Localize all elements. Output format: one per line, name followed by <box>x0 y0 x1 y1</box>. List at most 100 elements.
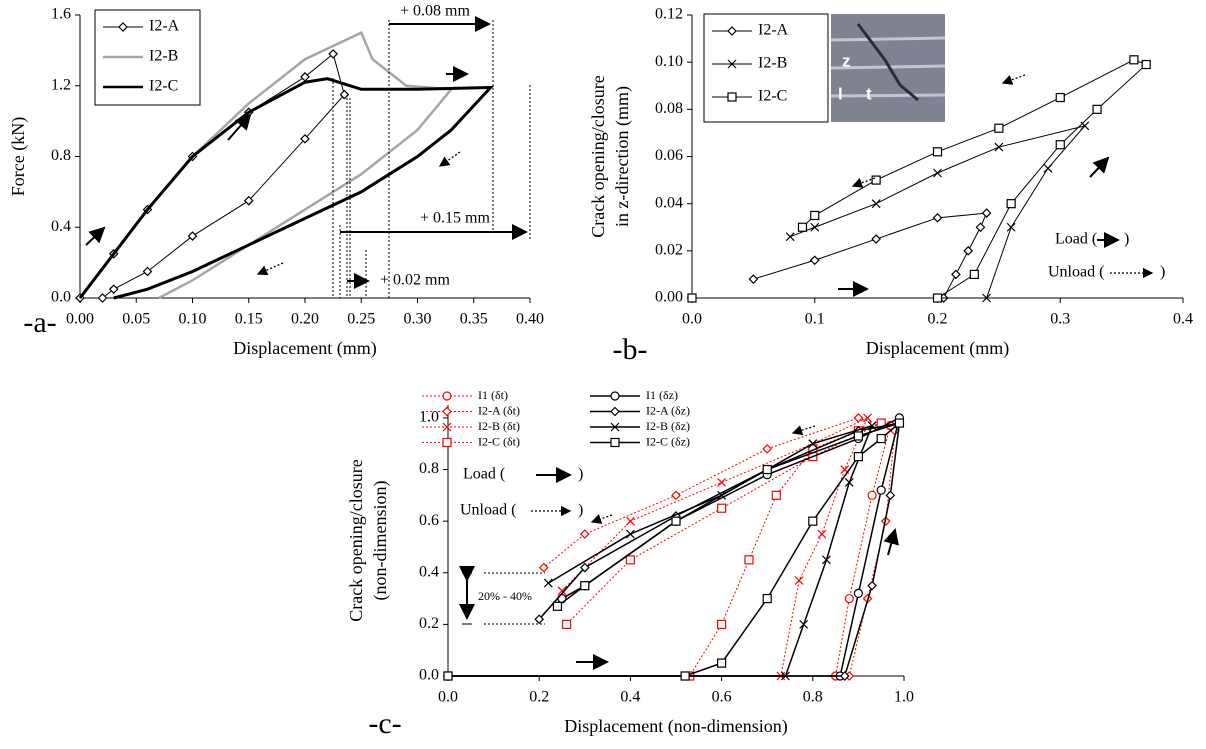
marker <box>1043 163 1053 173</box>
marker <box>442 406 452 417</box>
y-tick-label: 0.12 <box>655 6 683 23</box>
x-axis-label: Displacement (mm) <box>866 338 1009 359</box>
marker <box>981 208 992 218</box>
arrow <box>1089 156 1110 178</box>
marker <box>781 671 790 681</box>
marker <box>963 245 974 256</box>
marker <box>625 516 635 526</box>
marker <box>839 671 850 681</box>
x-tick-label: 0.3 <box>1050 311 1070 328</box>
marker <box>716 658 727 668</box>
arrow <box>438 151 461 167</box>
panel-label: -a- <box>23 306 56 339</box>
series-line <box>448 422 901 677</box>
marker <box>557 586 567 596</box>
x-tick-label: 0.30 <box>404 311 432 328</box>
marker <box>339 89 350 100</box>
marker <box>844 593 854 604</box>
marker <box>187 231 198 241</box>
arrow <box>883 528 899 556</box>
marker <box>951 269 961 280</box>
series-line <box>448 425 891 677</box>
marker <box>716 503 727 513</box>
y-tick-label: 0.02 <box>655 242 683 259</box>
x-tick-label: 0.6 <box>712 689 732 706</box>
marker <box>671 490 681 501</box>
arrow <box>227 113 252 141</box>
y-tick-label: 0.04 <box>655 194 683 211</box>
marker <box>727 92 737 102</box>
marker <box>538 562 549 573</box>
marker <box>1080 121 1090 131</box>
legend-label: I2-B (δz) <box>646 419 690 433</box>
marker <box>552 601 563 611</box>
marker <box>142 266 153 277</box>
marker <box>687 293 697 303</box>
annotation: + 0.02 mm <box>380 272 450 289</box>
marker <box>108 284 119 295</box>
y-tick-label: 0.4 <box>419 563 439 580</box>
annotation: Unload ( <box>460 502 516 519</box>
arrow <box>85 226 106 246</box>
arrow <box>256 262 284 276</box>
x-tick-label: 0.0 <box>682 311 702 328</box>
marker <box>762 593 772 604</box>
y-tick-label: 1.6 <box>51 6 71 23</box>
marker <box>744 555 754 565</box>
marker <box>876 485 886 495</box>
y-axis-label: Force (kN) <box>8 117 29 196</box>
y-tick-label: 0.10 <box>655 53 683 70</box>
marker <box>853 431 864 441</box>
marker <box>844 478 854 487</box>
marker <box>867 421 877 431</box>
marker <box>671 516 681 526</box>
annotation: + 0.15 mm <box>420 210 490 227</box>
panel-label: -c- <box>368 707 401 740</box>
x-tick-label: 1.0 <box>894 689 914 706</box>
x-tick-label: 0.10 <box>179 311 207 328</box>
legend-label: I1 (δt) <box>478 388 508 402</box>
marker <box>853 452 864 462</box>
marker <box>561 619 572 629</box>
y-tick-label: 0.08 <box>655 100 683 117</box>
x-tick-label: 0.20 <box>291 311 319 328</box>
marker <box>762 444 773 454</box>
marker <box>243 195 254 206</box>
legend-label: I2-B <box>149 48 178 65</box>
marker <box>610 406 620 417</box>
marker <box>982 293 992 303</box>
marker <box>610 391 620 401</box>
annotation: Load ( <box>1055 231 1097 248</box>
legend-label: I2-A (δt) <box>478 403 520 417</box>
marker <box>748 274 759 284</box>
marker <box>97 293 108 303</box>
marker <box>579 529 590 539</box>
annotation: ) <box>1160 264 1165 281</box>
x-tick-label: 0.8 <box>803 689 823 706</box>
y-tick-label: 0.8 <box>419 460 439 477</box>
marker <box>442 391 452 401</box>
marker <box>328 49 338 59</box>
marker <box>863 413 872 423</box>
series-line <box>692 212 988 299</box>
annotation: Unload ( <box>1048 264 1104 281</box>
annotation: ) <box>578 502 583 519</box>
y-tick-label: 0.0 <box>419 667 439 684</box>
series-line <box>692 59 1148 299</box>
legend-label: I2-C <box>758 88 787 105</box>
marker <box>867 490 877 500</box>
inset-crack <box>856 23 919 102</box>
x-tick-label: 0.0 <box>438 689 458 706</box>
marker <box>994 142 1004 152</box>
y-tick-label: 0.2 <box>419 615 439 632</box>
x-tick-label: 0.4 <box>1173 311 1193 328</box>
series-line <box>448 416 901 677</box>
legend-label: I2-C <box>149 78 178 95</box>
x-tick-label: 0.2 <box>529 689 549 706</box>
marker <box>625 529 635 539</box>
x-axis-label: Displacement (non-dimension) <box>564 716 787 737</box>
y-axis-label: in z-direction (mm) <box>612 86 633 227</box>
legend-label: I2-A <box>758 22 789 39</box>
arrow <box>590 514 613 524</box>
